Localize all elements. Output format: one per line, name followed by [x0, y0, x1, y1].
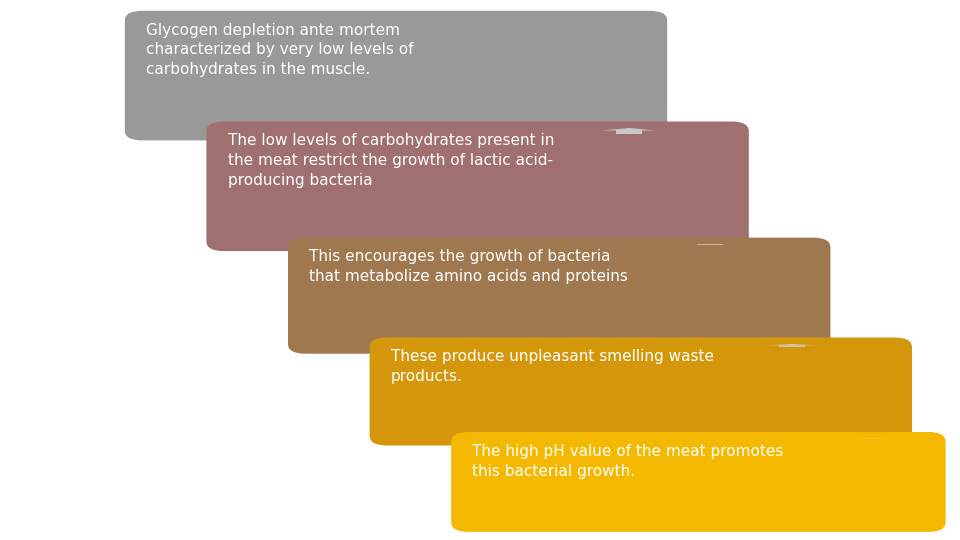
Polygon shape — [780, 346, 804, 347]
FancyBboxPatch shape — [451, 432, 946, 532]
Polygon shape — [616, 131, 641, 134]
Text: The high pH value of the meat promotes
this bacterial growth.: The high pH value of the meat promotes t… — [472, 444, 783, 478]
FancyBboxPatch shape — [206, 122, 749, 251]
FancyBboxPatch shape — [288, 238, 830, 354]
Text: These produce unpleasant smelling waste
products.: These produce unpleasant smelling waste … — [391, 349, 713, 384]
Text: This encourages the growth of bacteria
that metabolize amino acids and proteins: This encourages the growth of bacteria t… — [309, 249, 628, 284]
Text: Glycogen depletion ante mortem
characterized by very low levels of
carbohydrates: Glycogen depletion ante mortem character… — [146, 23, 414, 77]
Text: The low levels of carbohydrates present in
the meat restrict the growth of lacti: The low levels of carbohydrates present … — [228, 133, 554, 188]
FancyBboxPatch shape — [125, 11, 667, 140]
FancyBboxPatch shape — [370, 338, 912, 446]
Polygon shape — [766, 344, 818, 346]
Polygon shape — [603, 128, 655, 131]
